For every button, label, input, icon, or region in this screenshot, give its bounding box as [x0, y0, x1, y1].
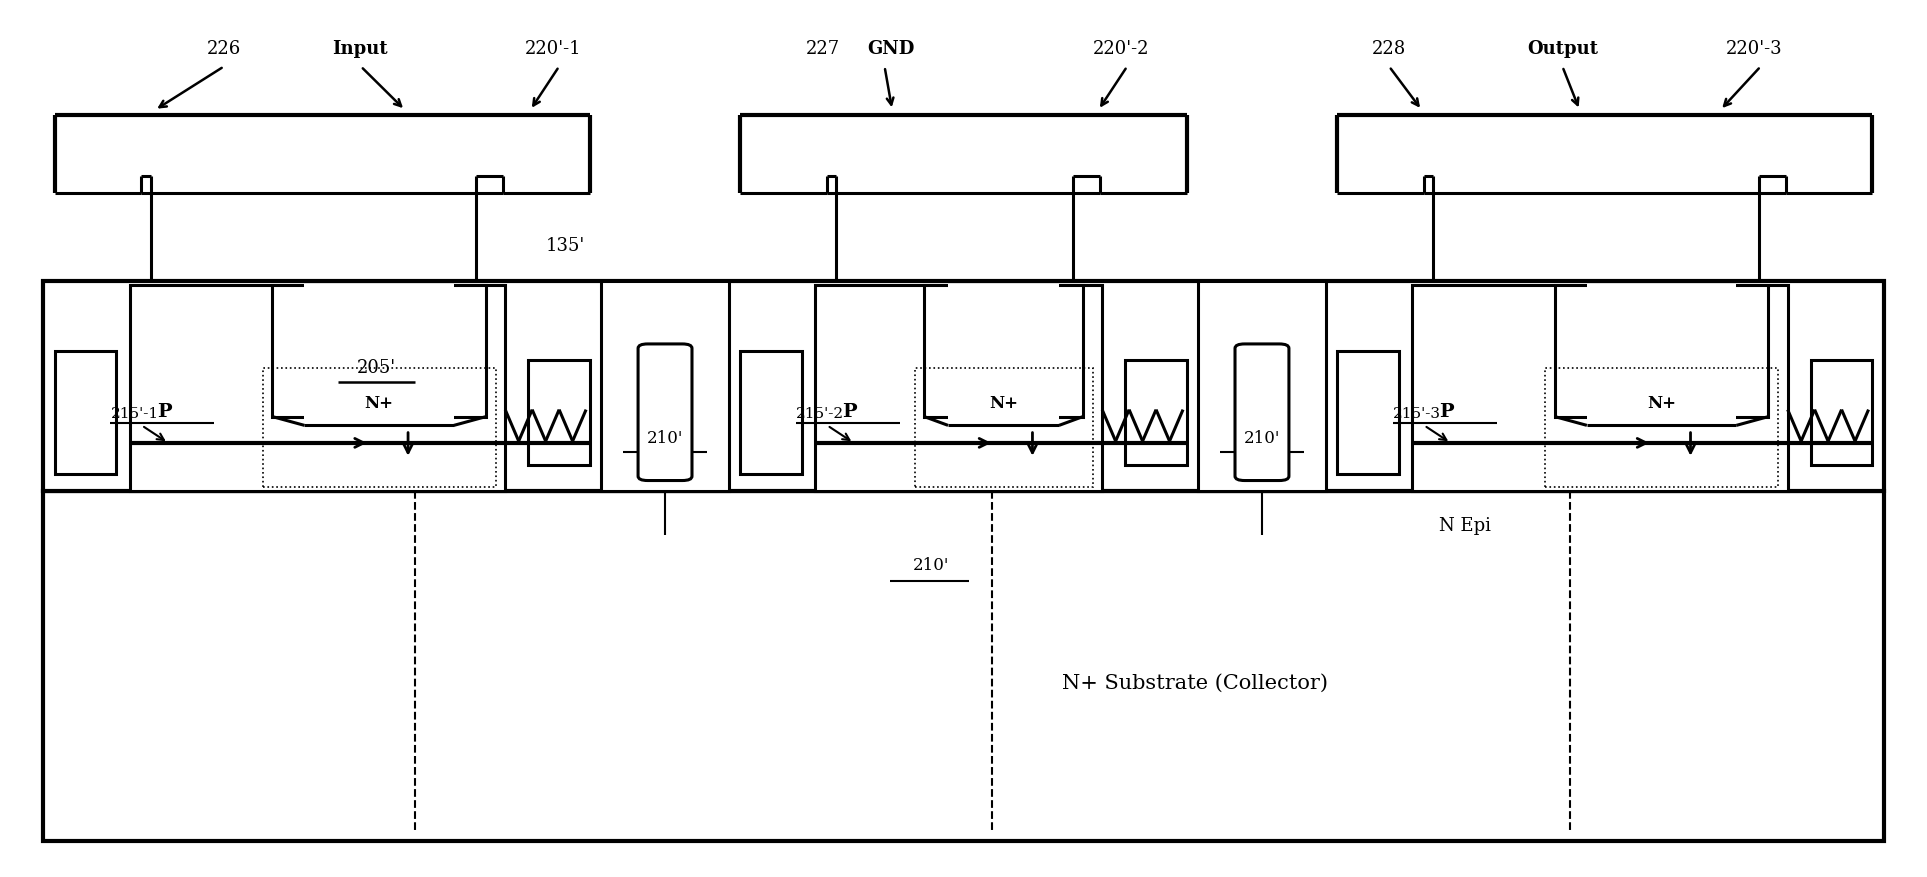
Text: GND: GND [867, 39, 915, 58]
Bar [129, 285, 505, 491]
Bar [42, 281, 1885, 491]
Bar [262, 368, 495, 487]
Text: 215'-2: 215'-2 [796, 407, 844, 421]
Text: N+: N+ [364, 395, 393, 412]
Text: 220'-1: 220'-1 [524, 39, 582, 58]
Text: P: P [158, 403, 172, 421]
Bar [272, 285, 486, 417]
Bar [143, 115, 503, 193]
Bar [815, 285, 1102, 491]
Bar [1588, 284, 1736, 425]
Text: 220'-2: 220'-2 [1093, 39, 1148, 58]
Text: 210': 210' [1243, 430, 1280, 447]
Text: 215'-3: 215'-3 [1393, 407, 1441, 421]
Bar [1199, 281, 1326, 491]
Bar [915, 368, 1093, 487]
Bar [740, 351, 802, 474]
Text: N+: N+ [1648, 395, 1676, 412]
FancyBboxPatch shape [638, 344, 692, 481]
Text: N+: N+ [989, 395, 1017, 412]
Text: 226: 226 [206, 39, 241, 58]
Text: N Epi: N Epi [1439, 517, 1491, 535]
Bar [42, 491, 1885, 841]
Text: 205': 205' [356, 360, 395, 377]
Text: 135': 135' [545, 237, 584, 255]
Bar [829, 115, 1100, 193]
Text: 228: 228 [1372, 39, 1407, 58]
Bar [1426, 115, 1786, 193]
Bar [601, 281, 728, 491]
Bar [1412, 285, 1788, 491]
Text: 227: 227 [805, 39, 840, 58]
Bar [925, 285, 1083, 417]
Text: Output: Output [1528, 39, 1599, 58]
Bar [1125, 360, 1187, 465]
Text: 210': 210' [913, 557, 948, 574]
Text: 220'-3: 220'-3 [1727, 39, 1782, 58]
Bar [1337, 351, 1399, 474]
Bar [948, 284, 1060, 425]
Bar [54, 351, 116, 474]
Text: N+ Substrate (Collector): N+ Substrate (Collector) [1062, 674, 1328, 693]
Bar [1545, 368, 1779, 487]
Text: 215'-1: 215'-1 [110, 407, 158, 421]
Bar [528, 360, 590, 465]
Bar [1811, 360, 1873, 465]
Text: P: P [842, 403, 858, 421]
Text: 210': 210' [647, 430, 684, 447]
Text: P: P [1439, 403, 1455, 421]
FancyBboxPatch shape [1235, 344, 1289, 481]
Bar [1555, 285, 1769, 417]
Text: Input: Input [331, 39, 387, 58]
Bar [304, 284, 455, 425]
